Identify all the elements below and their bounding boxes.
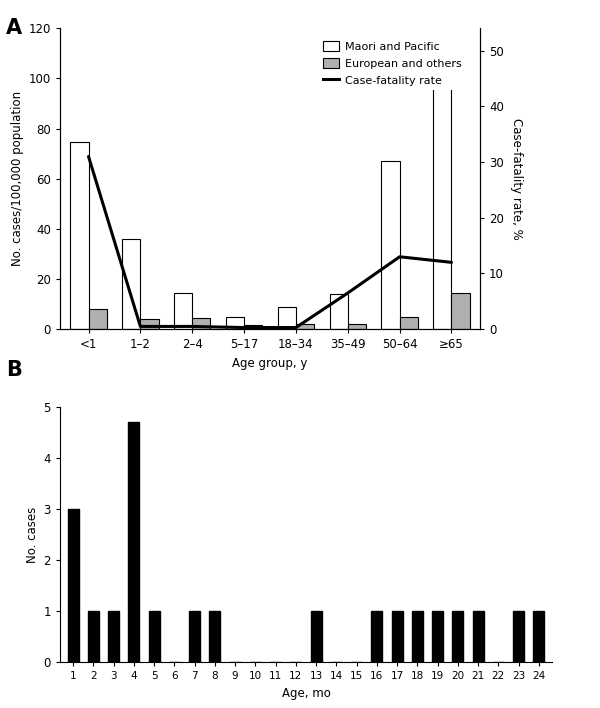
Bar — [89, 309, 107, 329]
Bar — [400, 316, 418, 329]
Bar — [432, 611, 443, 662]
Bar — [122, 239, 140, 329]
Bar — [174, 293, 192, 329]
Bar — [533, 611, 544, 662]
Bar — [88, 611, 99, 662]
Bar — [226, 316, 244, 329]
Bar — [382, 161, 400, 329]
Bar — [296, 324, 314, 329]
Bar — [278, 307, 296, 329]
Bar — [348, 324, 366, 329]
Text: A: A — [6, 18, 22, 38]
X-axis label: Age, mo: Age, mo — [281, 687, 331, 700]
Bar — [452, 611, 463, 662]
Bar — [108, 611, 119, 662]
Bar — [149, 611, 160, 662]
Bar — [189, 611, 200, 662]
Bar — [192, 318, 211, 329]
Bar — [329, 294, 348, 329]
Y-axis label: Case-fatality rate, %: Case-fatality rate, % — [511, 118, 523, 239]
Bar — [412, 611, 423, 662]
Text: B: B — [6, 360, 22, 379]
Bar — [433, 46, 451, 329]
Y-axis label: No. cases/100,000 population: No. cases/100,000 population — [11, 91, 25, 266]
Bar — [513, 611, 524, 662]
Bar — [311, 611, 322, 662]
Bar — [244, 326, 262, 329]
Bar — [68, 509, 79, 662]
Y-axis label: No. cases: No. cases — [26, 506, 40, 563]
Bar — [128, 423, 139, 662]
Bar — [70, 142, 89, 329]
Bar — [473, 611, 484, 662]
Bar — [371, 611, 382, 662]
X-axis label: Age group, y: Age group, y — [232, 357, 308, 370]
Bar — [140, 319, 158, 329]
Bar — [451, 293, 470, 329]
Bar — [392, 611, 403, 662]
Legend: Maori and Pacific, European and others, Case-fatality rate: Maori and Pacific, European and others, … — [318, 37, 466, 91]
Bar — [209, 611, 220, 662]
